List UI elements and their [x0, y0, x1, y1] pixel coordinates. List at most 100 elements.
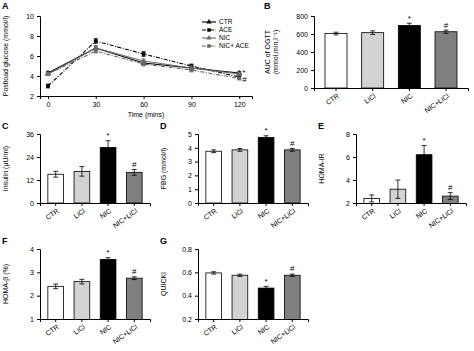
tick-mark: [239, 96, 240, 99]
line: [48, 51, 239, 79]
tick-label: NIC+LiCl: [111, 207, 138, 229]
plot-area: [206, 136, 300, 203]
tick: 800: [296, 13, 314, 20]
tick-mark: [37, 319, 40, 320]
annotation: #: [290, 139, 295, 148]
error-bar-cap: [53, 284, 58, 285]
tick-label: 8: [30, 33, 34, 40]
series: [45, 45, 242, 75]
tick: LiCl: [230, 319, 244, 336]
bar: [100, 260, 116, 320]
error-bar: [94, 49, 98, 53]
error-bar-cap: [211, 152, 216, 153]
bar: [126, 278, 142, 319]
error-bar-stem: [266, 286, 267, 290]
tick: NIC+LiCl: [111, 319, 138, 345]
tick-mark: [213, 203, 214, 206]
tick-label: 5: [188, 131, 192, 138]
marker: [94, 49, 98, 53]
annotation: *: [265, 126, 268, 135]
error-bar-stem: [450, 193, 451, 200]
tick-mark: [195, 296, 198, 297]
tick-mark: [55, 319, 56, 322]
tick-label: 6: [346, 154, 350, 161]
tick-mark: [424, 203, 425, 206]
error-bar: [106, 141, 111, 154]
error-bar: [94, 39, 98, 44]
tick-label: 3: [30, 269, 34, 276]
tick-mark: [37, 134, 40, 135]
annotation: *: [408, 14, 411, 23]
marker: [236, 71, 242, 76]
x-axis: CTRLiClNICNIC+LiCl: [199, 203, 309, 229]
error-bar-stem: [292, 148, 293, 151]
annotation: #: [444, 21, 449, 30]
tick: 3: [188, 158, 198, 165]
annotation: #: [242, 75, 247, 84]
error-bar-stem: [336, 32, 337, 35]
tick: LiCl: [230, 203, 244, 220]
legend-marker: [207, 44, 210, 47]
annotation: *: [107, 248, 110, 257]
error-bar: [237, 274, 242, 276]
tick-label: CTR: [324, 92, 340, 106]
tick-mark: [37, 157, 40, 158]
plot-area: [325, 23, 457, 88]
tick-mark: [311, 34, 314, 35]
error-bar-stem: [81, 167, 82, 177]
y-axis-title-line: (mmol.min.l⁻¹): [272, 30, 280, 75]
axis-line: [357, 204, 467, 207]
tick: 0: [30, 200, 40, 207]
legend-marker: [206, 35, 211, 40]
annotation: #: [448, 183, 453, 192]
panel-label: G: [160, 236, 167, 246]
bar: [206, 151, 222, 203]
x-axis: 0306090120: [41, 96, 253, 108]
tick-label: 0: [304, 85, 308, 92]
error-bar: [132, 169, 137, 175]
tick-mark: [409, 88, 410, 91]
error-bar-cap: [94, 43, 98, 44]
axis-line: [195, 135, 199, 204]
bar: [258, 137, 274, 203]
error-bar: [237, 77, 241, 79]
axis-line: [315, 89, 469, 92]
tick: CTR: [202, 203, 218, 221]
tick-mark: [372, 88, 373, 91]
tick-mark: [134, 319, 135, 322]
error-bar-cap: [53, 288, 58, 289]
tick-mark: [239, 203, 240, 206]
tick-mark: [353, 134, 356, 135]
error-bar-cap: [264, 135, 269, 136]
tick: 6: [30, 53, 40, 60]
tick-label: NIC+LiCl: [427, 207, 454, 229]
legend-label: ACE: [219, 26, 233, 33]
y-axis-title: FBG (mmol/l): [160, 148, 168, 190]
tick: NIC+LiCl: [423, 88, 450, 114]
error-bar-stem: [372, 31, 373, 35]
tick: NIC: [257, 319, 271, 336]
error-bar-cap: [237, 276, 242, 277]
y-axis-title: AUC of OGTT(mmol.min.l⁻¹): [264, 29, 280, 74]
tick: NIC+LiCl: [427, 203, 454, 229]
tick: 0.4: [182, 292, 198, 299]
error-bar: [448, 193, 453, 200]
axis-line: [41, 204, 151, 207]
error-bar-cap: [370, 30, 375, 31]
y-axis-title: Postload glucose (mmol/l): [2, 16, 10, 97]
panel-label: E: [318, 121, 324, 131]
tick-label: NIC+LiCl: [269, 323, 296, 345]
tick-label: 1: [30, 316, 34, 323]
tick: 0: [47, 96, 51, 108]
legend-label: NIC: [219, 34, 231, 41]
tick: 1: [30, 316, 40, 323]
tick-mark: [311, 52, 314, 53]
tick: 4: [30, 73, 40, 80]
error-bar-stem: [55, 284, 56, 289]
error-bar-cap: [395, 198, 400, 199]
tick-mark: [213, 319, 214, 322]
tick: 120: [234, 96, 246, 108]
error-bar: [211, 150, 216, 153]
bar: [258, 288, 274, 319]
tick: LiCl: [388, 203, 402, 220]
